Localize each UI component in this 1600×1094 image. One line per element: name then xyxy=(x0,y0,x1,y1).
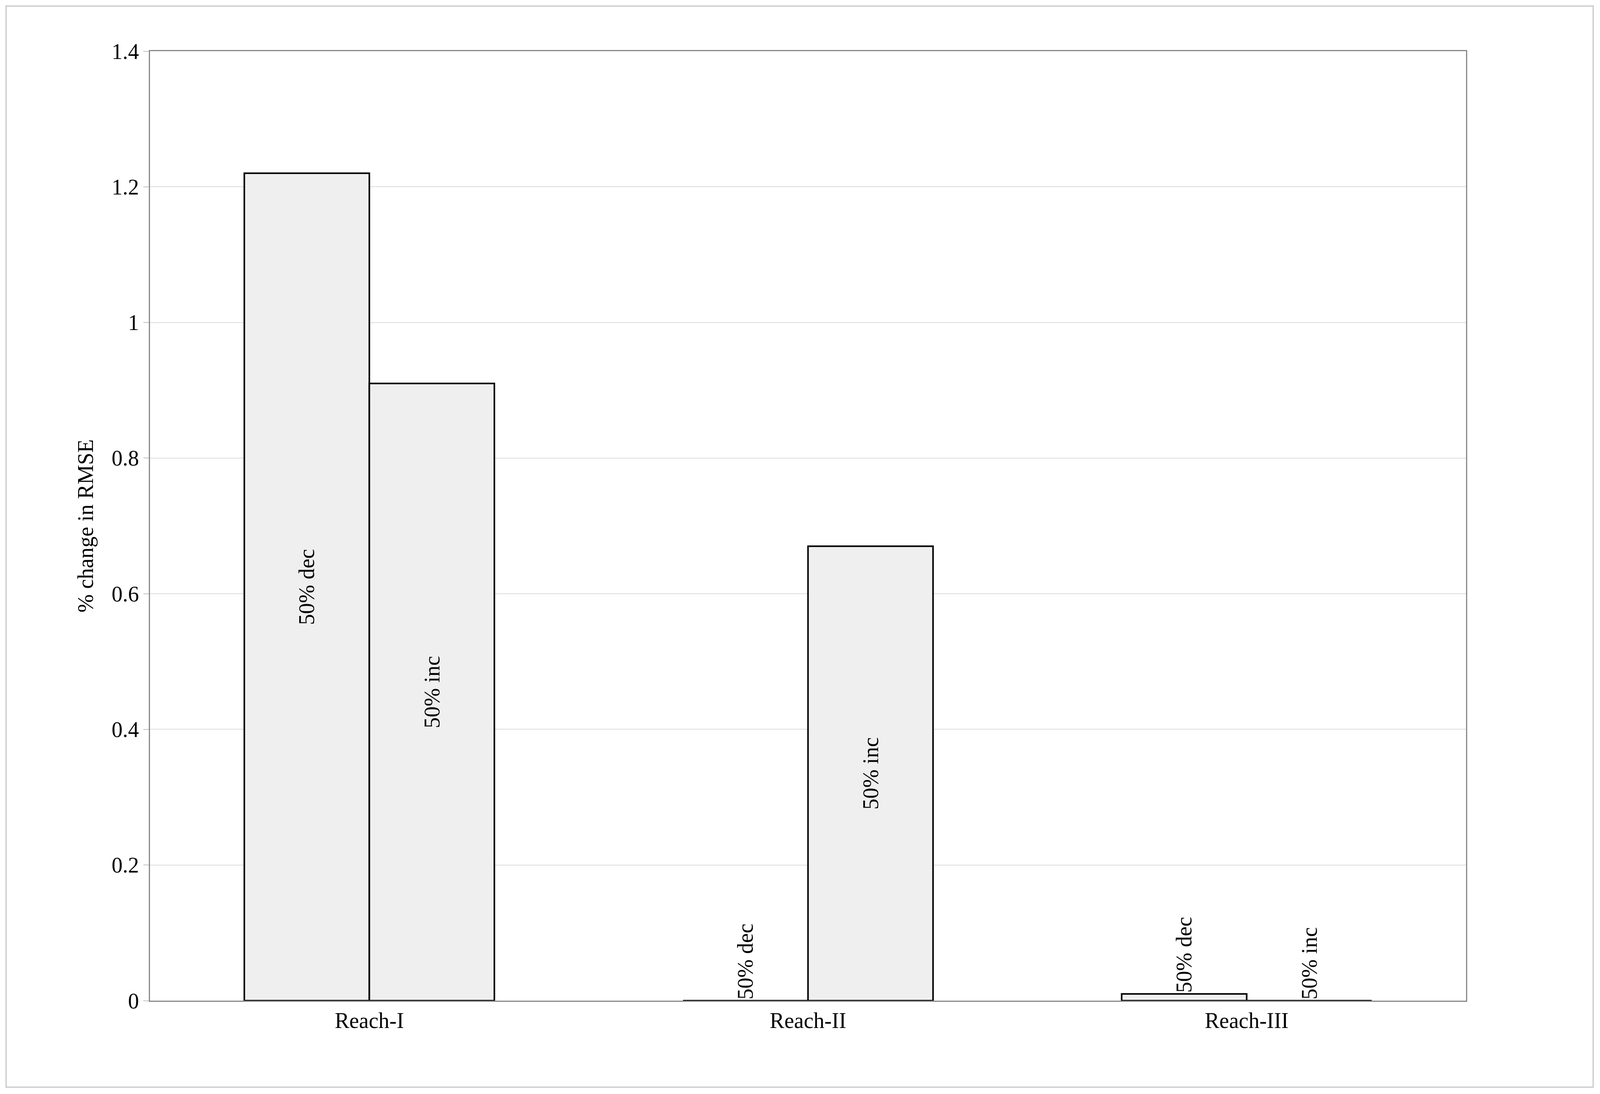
svg-text:0.2: 0.2 xyxy=(111,853,140,878)
svg-text:0.6: 0.6 xyxy=(111,582,140,607)
svg-text:50% inc: 50% inc xyxy=(1297,927,1322,1000)
svg-text:0.8: 0.8 xyxy=(111,446,140,471)
svg-text:1.2: 1.2 xyxy=(111,175,140,200)
svg-text:0: 0 xyxy=(128,989,140,1014)
svg-text:% change in RMSE: % change in RMSE xyxy=(73,439,98,613)
svg-text:Reach-II: Reach-II xyxy=(769,1008,847,1033)
svg-text:50% dec: 50% dec xyxy=(1171,916,1197,993)
svg-text:50% dec: 50% dec xyxy=(733,923,758,1000)
svg-text:50% inc: 50% inc xyxy=(858,737,883,810)
svg-text:50% inc: 50% inc xyxy=(419,655,445,729)
svg-text:Reach-III: Reach-III xyxy=(1204,1008,1289,1033)
svg-text:Reach-I: Reach-I xyxy=(334,1008,404,1033)
svg-text:1: 1 xyxy=(128,310,140,335)
svg-text:50% dec: 50% dec xyxy=(294,549,319,625)
svg-text:0.4: 0.4 xyxy=(111,717,140,742)
svg-text:1.4: 1.4 xyxy=(111,39,140,64)
